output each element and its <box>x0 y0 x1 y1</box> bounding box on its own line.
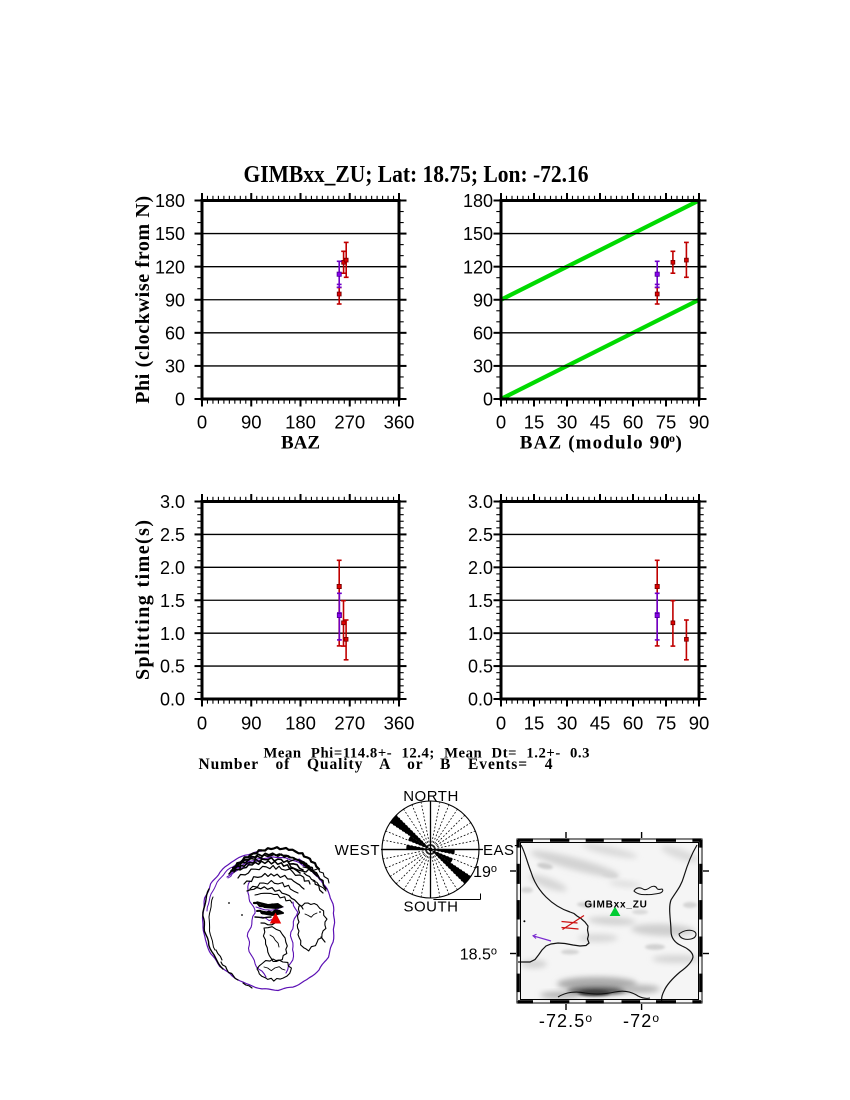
svg-text:-72.5o: -72.5o <box>539 1011 593 1031</box>
svg-text:120: 120 <box>155 257 185 277</box>
svg-text:1.0: 1.0 <box>160 624 185 644</box>
svg-text:90: 90 <box>165 290 185 310</box>
svg-text:): ) <box>676 433 682 454</box>
svg-text:-72o: -72o <box>623 1011 660 1031</box>
svg-text:90: 90 <box>241 412 262 433</box>
svg-text:0.5: 0.5 <box>160 657 185 677</box>
svg-text:30: 30 <box>473 357 493 377</box>
svg-text:90: 90 <box>689 412 710 433</box>
svg-text:270: 270 <box>334 412 365 433</box>
svg-text:150: 150 <box>155 224 185 244</box>
svg-text:15: 15 <box>524 713 545 734</box>
svg-text:0: 0 <box>197 713 207 734</box>
svg-text:0: 0 <box>496 713 506 734</box>
svg-text:150: 150 <box>463 224 493 244</box>
svg-text:BAZ: BAZ <box>281 433 320 454</box>
svg-text:GIMBxx_ZU: GIMBxx_ZU <box>584 900 647 911</box>
svg-text:180: 180 <box>155 191 185 211</box>
svg-text:18.5o: 18.5o <box>460 946 497 964</box>
svg-text:1.5: 1.5 <box>468 591 493 611</box>
svg-text:60: 60 <box>623 713 644 734</box>
svg-text:0: 0 <box>175 390 185 410</box>
svg-text:0: 0 <box>197 412 207 433</box>
svg-text:3.0: 3.0 <box>160 492 185 512</box>
svg-text:Phi (clockwise from N): Phi (clockwise from N) <box>132 196 154 404</box>
svg-text:60: 60 <box>473 323 493 343</box>
svg-text:BAZ (modulo 90: BAZ (modulo 90 <box>520 433 670 454</box>
svg-text:180: 180 <box>285 713 316 734</box>
svg-text:2.5: 2.5 <box>160 525 185 545</box>
svg-text:2.0: 2.0 <box>160 558 185 578</box>
svg-text:2.5: 2.5 <box>468 525 493 545</box>
svg-text:Splitting time(s): Splitting time(s) <box>132 520 154 680</box>
svg-text:0: 0 <box>496 412 506 433</box>
svg-text:90: 90 <box>689 713 710 734</box>
svg-text:360: 360 <box>384 713 415 734</box>
svg-text:1.0: 1.0 <box>468 624 493 644</box>
svg-text:2.0: 2.0 <box>468 558 493 578</box>
svg-text:15: 15 <box>524 412 545 433</box>
svg-text:WEST: WEST <box>335 842 380 859</box>
svg-text:Number of Quality A or B Event: Number of Quality A or B Events= 4 <box>199 756 553 773</box>
svg-text:180: 180 <box>285 412 316 433</box>
svg-text:60: 60 <box>623 412 644 433</box>
svg-text:360: 360 <box>384 412 415 433</box>
svg-text:45: 45 <box>590 412 611 433</box>
svg-text:75: 75 <box>656 412 677 433</box>
svg-text:90: 90 <box>241 713 262 734</box>
svg-text:1.5: 1.5 <box>160 591 185 611</box>
svg-text:NORTH: NORTH <box>403 788 459 805</box>
svg-text:90: 90 <box>473 290 493 310</box>
svg-text:Mean Phi=114.8+- 12.4; Mean Dt: Mean Phi=114.8+- 12.4; Mean Dt= 1.2+- 0.… <box>264 745 590 761</box>
svg-text:270: 270 <box>334 713 365 734</box>
svg-text:SOUTH: SOUTH <box>404 899 459 916</box>
svg-text:EAST: EAST <box>483 842 524 859</box>
svg-text:60: 60 <box>165 323 185 343</box>
svg-text:GIMBxx_ZU; Lat: 18.75; Lon: -7: GIMBxx_ZU; Lat: 18.75; Lon: -72.16 <box>244 162 589 188</box>
svg-text:3.0: 3.0 <box>468 492 493 512</box>
svg-text:75: 75 <box>656 713 677 734</box>
svg-text:45: 45 <box>590 713 611 734</box>
svg-text:30: 30 <box>557 713 578 734</box>
svg-text:120: 120 <box>463 257 493 277</box>
svg-text:180: 180 <box>463 191 493 211</box>
svg-text:0: 0 <box>483 390 493 410</box>
svg-text:30: 30 <box>165 357 185 377</box>
svg-text:0.0: 0.0 <box>160 690 185 710</box>
svg-text:30: 30 <box>557 412 578 433</box>
svg-text:0.5: 0.5 <box>468 657 493 677</box>
svg-text:o: o <box>669 431 675 445</box>
svg-text:0.0: 0.0 <box>468 690 493 710</box>
